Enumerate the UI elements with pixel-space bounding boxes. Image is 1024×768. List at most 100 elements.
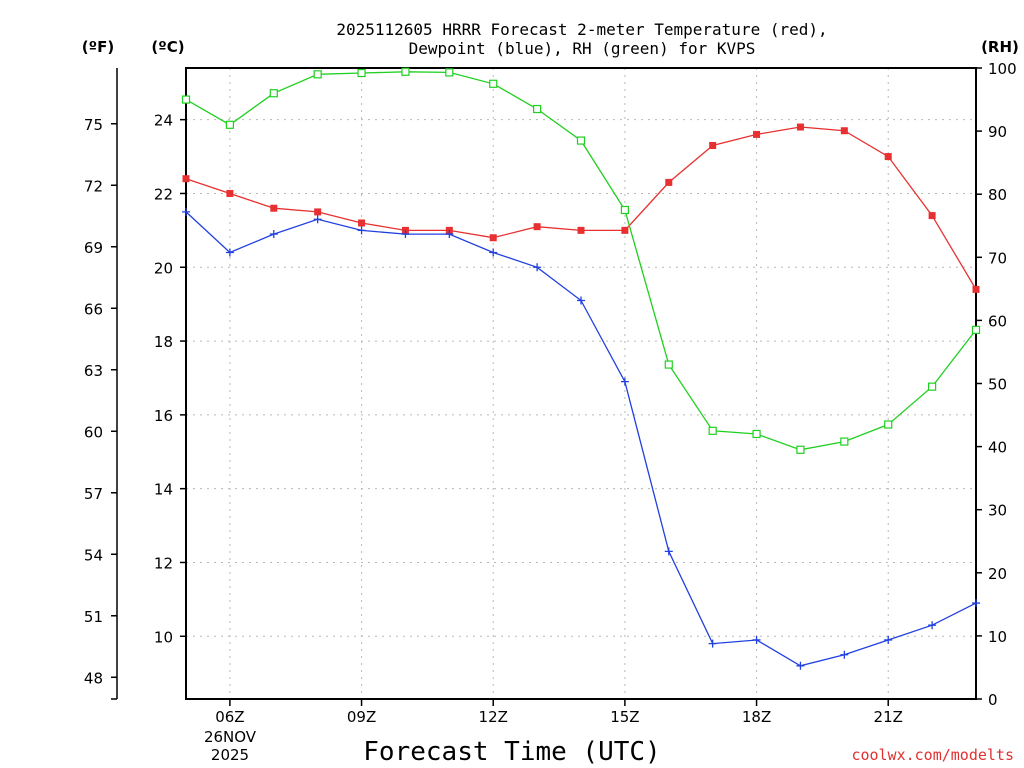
temperature-point: [928, 212, 936, 220]
dewpoint-point: [445, 230, 454, 239]
dewpoint-point: [928, 621, 937, 630]
rh-point: [181, 95, 191, 104]
grid-lines: [186, 68, 976, 699]
temperature-point: [533, 223, 541, 231]
dewpoint-point: [752, 635, 761, 644]
fahrenheit-tick-label: 48: [84, 669, 103, 687]
temperature-point: [489, 234, 497, 242]
fahrenheit-tick-label: 75: [84, 116, 103, 134]
rh-point: [533, 104, 542, 114]
dewpoint-point: [313, 215, 322, 224]
celsius-tick-label: 10: [154, 628, 173, 646]
fahrenheit-tick-label: 63: [84, 362, 103, 380]
rh-point: [445, 68, 454, 77]
temperature-point: [621, 226, 629, 234]
temperature-point: [709, 141, 717, 149]
rh-tick-label: 70: [988, 249, 1007, 267]
credit-label: coolwx.com/modelts: [851, 746, 1014, 764]
rh-tick-label: 100: [988, 60, 1017, 78]
temperature-point: [577, 226, 585, 234]
date-label-day: 26NOV: [204, 728, 257, 746]
dewpoint-point: [972, 599, 980, 608]
dewpoint-point: [708, 639, 717, 648]
celsius-tick-label: 20: [154, 259, 173, 277]
x-tick-label: 21Z: [874, 708, 903, 726]
rh-tick-label: 60: [988, 312, 1007, 330]
dewpoint-point: [577, 296, 585, 305]
fahrenheit-tick-label: 54: [84, 546, 103, 564]
rh-point: [269, 89, 278, 98]
rh-tick-label: 80: [988, 186, 1007, 204]
rh-point: [796, 445, 805, 454]
fahrenheit-tick-label: 66: [84, 300, 103, 318]
dewpoint-point: [357, 226, 366, 235]
dewpoint-series-line: [185, 211, 977, 667]
x-tick-label: 06Z: [215, 708, 244, 726]
dewpoint-point: [182, 207, 190, 216]
celsius-tick-label: 16: [154, 407, 173, 425]
axis-ticks: 06Z 09Z 12Z 15Z 18Z 21Z 10 12 14 16 18 20 22 24 48 51 54…: [84, 60, 1017, 726]
celsius-tick-label: 24: [154, 112, 173, 130]
rh-point: [225, 120, 234, 129]
rh-point: [489, 79, 498, 88]
rh-point: [752, 429, 761, 439]
rh-tick-label: 30: [988, 502, 1007, 520]
x-tick-label: 12Z: [479, 708, 508, 726]
rh-tick-label: 0: [988, 691, 998, 709]
fahrenheit-unit-label: (ºF): [82, 38, 114, 56]
rh-tick-label: 40: [988, 439, 1007, 457]
fahrenheit-tick-label: 57: [84, 485, 103, 503]
dewpoint-point: [840, 650, 849, 659]
dewpoint-point: [225, 248, 234, 257]
celsius-tick-label: 14: [154, 481, 173, 499]
dewpoint-point: [401, 230, 410, 239]
dewpoint-point: [533, 263, 542, 272]
rh-unit-label: (RH): [981, 38, 1019, 56]
rh-point: [708, 426, 717, 435]
rh-tick-label: 90: [988, 123, 1007, 141]
temperature-point: [840, 127, 848, 135]
temperature-series-line: [185, 126, 977, 290]
rh-tick-label: 20: [988, 565, 1007, 583]
fahrenheit-tick-label: 60: [84, 423, 103, 441]
chart-title-line1: 2025112605 HRRR Forecast 2-meter Tempera…: [336, 20, 827, 39]
rh-point: [401, 67, 410, 76]
dewpoint-point: [884, 635, 893, 644]
x-axis-label: Forecast Time (UTC): [363, 737, 660, 767]
rh-point: [576, 136, 586, 145]
temperature-point: [753, 130, 761, 138]
celsius-tick-label: 12: [154, 554, 173, 572]
temperature-point: [314, 208, 322, 216]
celsius-tick-label: 18: [154, 333, 173, 351]
x-tick-label: 09Z: [347, 708, 376, 726]
dewpoint-point: [489, 248, 498, 257]
rh-point: [971, 325, 981, 334]
temperature-point: [665, 178, 673, 186]
plot-frame: [185, 67, 977, 700]
celsius-unit-label: (ºC): [151, 38, 184, 56]
x-tick-label: 18Z: [742, 708, 771, 726]
temperature-point: [182, 175, 190, 183]
data-series: [181, 67, 981, 670]
dewpoint-point: [796, 661, 805, 670]
dewpoint-point: [269, 230, 278, 239]
chart-title-line2: Dewpoint (blue), RH (green) for KVPS: [409, 39, 756, 58]
rh-tick-label: 50: [988, 376, 1007, 394]
rh-point: [928, 382, 937, 391]
fahrenheit-tick-label: 72: [84, 177, 103, 195]
rh-point: [664, 360, 673, 369]
rh-point: [313, 70, 322, 79]
rh-tick-label: 10: [988, 628, 1007, 646]
temperature-point: [358, 219, 366, 227]
temperature-point: [796, 123, 804, 131]
temperature-point: [884, 153, 892, 161]
rh-point: [620, 205, 629, 215]
fahrenheit-tick-label: 51: [84, 608, 103, 626]
rh-series-line: [185, 71, 977, 451]
celsius-tick-label: 22: [154, 185, 173, 203]
rh-point: [840, 437, 849, 446]
rh-point: [884, 420, 893, 429]
x-tick-label: 15Z: [610, 708, 639, 726]
dewpoint-point: [620, 377, 629, 386]
